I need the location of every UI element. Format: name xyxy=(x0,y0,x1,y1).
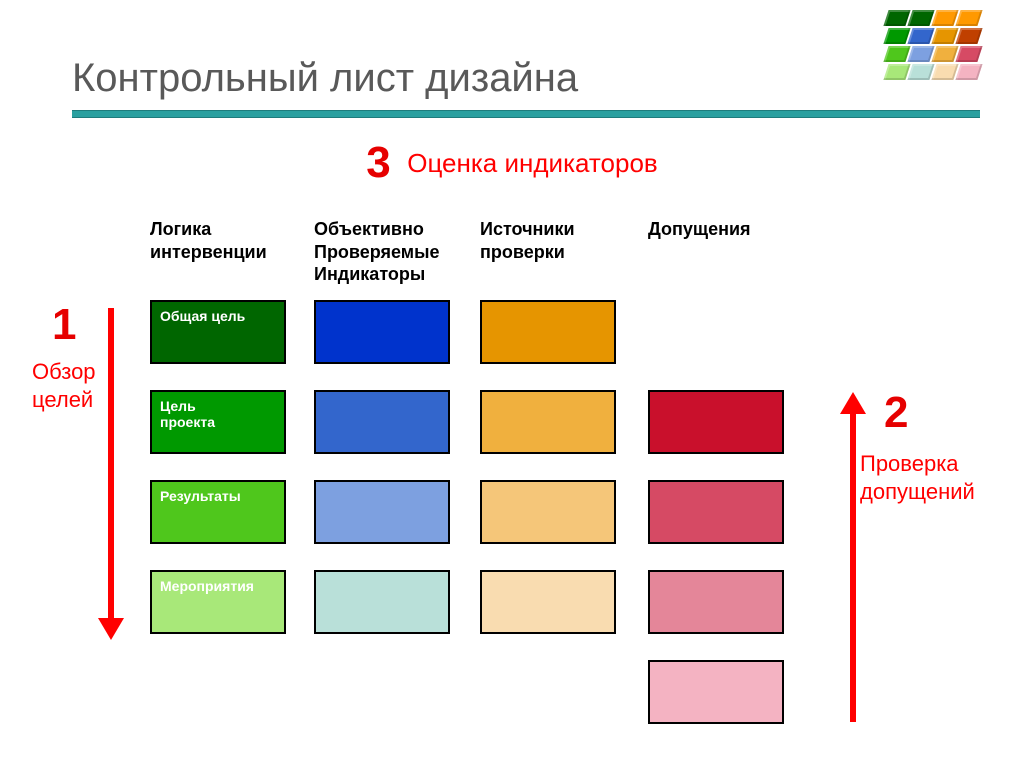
step-1-number: 1 xyxy=(52,300,76,350)
column-header: Объективно Проверяемые Индикаторы xyxy=(314,218,470,286)
matrix-cell: Мероприятия xyxy=(150,570,286,634)
step-1-label: Обзор целей xyxy=(32,358,96,413)
step-2-number: 2 xyxy=(884,388,908,438)
matrix-cell: Общая цель xyxy=(150,300,286,364)
logo-cube xyxy=(931,10,958,26)
matrix-cell: Цель проекта xyxy=(150,390,286,454)
logo-icon xyxy=(886,10,980,82)
logo-cube xyxy=(955,10,982,26)
arrow-up-icon xyxy=(850,412,856,722)
matrix-cell xyxy=(648,480,784,544)
column-header: Допущения xyxy=(648,218,804,241)
step-3-number: 3 xyxy=(366,138,390,188)
logo-cube xyxy=(955,64,982,80)
matrix-cell xyxy=(480,300,616,364)
logo-cube xyxy=(883,28,910,44)
matrix-cell: Результаты xyxy=(150,480,286,544)
logo-cube xyxy=(955,28,982,44)
matrix-cell xyxy=(648,390,784,454)
logo-cube xyxy=(955,46,982,62)
arrow-down-icon xyxy=(108,308,114,620)
logo-cube xyxy=(907,10,934,26)
matrix-cell xyxy=(314,300,450,364)
logo-cube xyxy=(907,64,934,80)
matrix-cell xyxy=(314,390,450,454)
step-2-label: Проверка допущений xyxy=(860,450,975,505)
logo-cube xyxy=(883,10,910,26)
matrix-cell xyxy=(648,660,784,724)
matrix-cell xyxy=(314,570,450,634)
column-header: Источники проверки xyxy=(480,218,636,263)
matrix-cell xyxy=(480,480,616,544)
logo-cube xyxy=(883,64,910,80)
step-3: 3 Оценка индикаторов xyxy=(0,138,1024,188)
step-3-label: Оценка индикаторов xyxy=(407,148,658,179)
matrix-cell xyxy=(648,570,784,634)
slide-root: Контрольный лист дизайна 3 Оценка индика… xyxy=(0,0,1024,768)
matrix-cell xyxy=(480,570,616,634)
matrix-cell xyxy=(480,390,616,454)
column-header: Логика интервенции xyxy=(150,218,306,263)
logo-cube xyxy=(907,46,934,62)
title-underline xyxy=(72,110,980,118)
logo-cube xyxy=(931,28,958,44)
logo-cube xyxy=(931,64,958,80)
page-title: Контрольный лист дизайна xyxy=(72,56,578,101)
matrix-cell xyxy=(314,480,450,544)
logo-cube xyxy=(931,46,958,62)
logo-cube xyxy=(907,28,934,44)
logo-cube xyxy=(883,46,910,62)
